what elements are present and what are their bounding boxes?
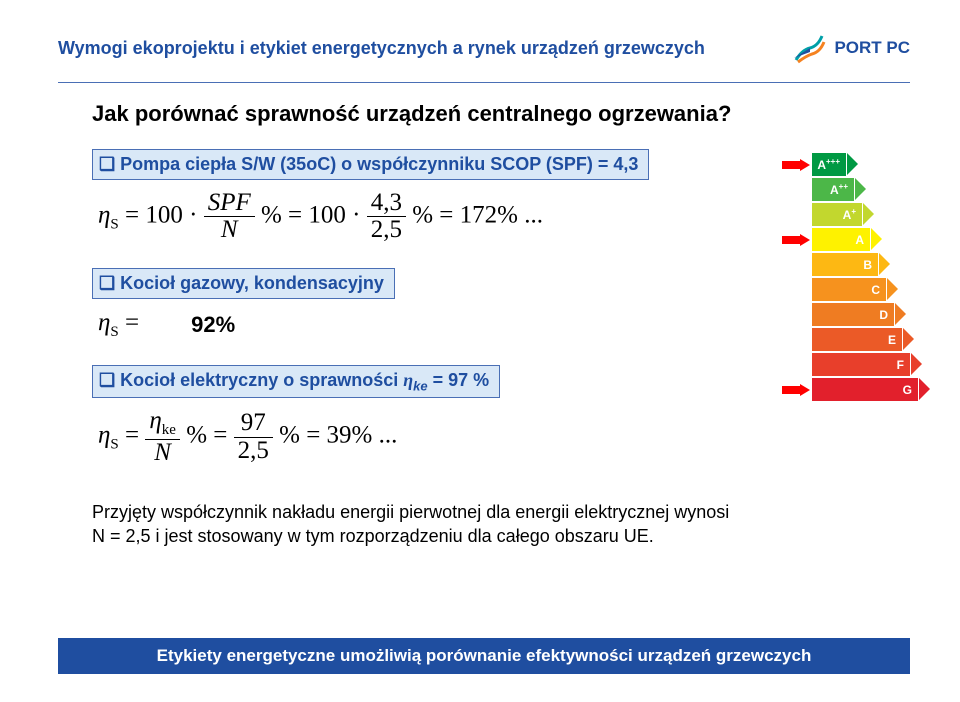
eta-sub: S (110, 216, 118, 232)
left-column: Pompa ciepła S/W (35oC) o współczynniku … (92, 149, 772, 549)
eq-part: = 100 · (125, 201, 197, 228)
energy-bar-row: A (812, 228, 942, 251)
eq2: = (125, 309, 139, 336)
num: 97 (234, 410, 273, 437)
den: 2,5 (234, 438, 273, 464)
pointer-arrow-icon (782, 384, 810, 396)
energy-bar-row: A+++ (812, 153, 942, 176)
pointer-arrow-icon (782, 159, 810, 171)
pct: % = 100 · (261, 201, 361, 228)
logo-icon (792, 28, 828, 68)
note-line-2: N = 2,5 i jest stosowany w tym rozporząd… (92, 524, 772, 548)
result3: % = 39% ... (279, 422, 397, 449)
energy-bar-row: G (812, 378, 942, 401)
main-title: Jak porównać sprawność urządzeń centraln… (92, 101, 910, 127)
frac-2: 4,3 2,5 (367, 190, 406, 244)
energy-bar-label: A (855, 233, 866, 247)
energy-bar-label: E (888, 333, 898, 347)
note-block: Przyjęty współczynnik nakładu energii pi… (92, 500, 772, 549)
den: 2,5 (367, 217, 406, 243)
energy-bar: A (812, 228, 870, 251)
b3-prefix: Kocioł elektryczny o sprawności (120, 370, 403, 390)
den: N (145, 440, 180, 466)
slide-content: Jak porównać sprawność urządzeń centraln… (0, 83, 960, 549)
footer-bar: Etykiety energetyczne umożliwią porównan… (58, 638, 910, 674)
b3-eta: η (403, 370, 413, 390)
bullet-3: Kocioł elektryczny o sprawności ηke = 97… (92, 365, 500, 399)
slide-header: Wymogi ekoprojektu i etykiet energetyczn… (0, 0, 960, 76)
energy-bar-label: D (879, 308, 890, 322)
energy-bar-label: C (871, 283, 882, 297)
eq3: = (125, 422, 139, 449)
b3-sub: ke (413, 378, 427, 393)
energy-bar-row: A+ (812, 203, 942, 226)
eta: η (98, 201, 110, 228)
energy-bar-row: F (812, 353, 942, 376)
logo-text: PORT PC (834, 38, 910, 58)
energy-bar: G (812, 378, 918, 401)
energy-bar: B (812, 253, 878, 276)
energy-bar: C (812, 278, 886, 301)
energy-bar-row: E (812, 328, 942, 351)
formula-1: ηS = 100 · SPF N % = 100 · 4,3 2,5 % = 1… (92, 180, 772, 254)
num: SPF (204, 190, 255, 217)
formula-2-prefix: ηS = (92, 299, 139, 351)
logo: PORT PC (792, 28, 910, 68)
energy-bar-row: C (812, 278, 942, 301)
frac-4: 97 2,5 (234, 410, 273, 464)
eta3-sub: S (110, 437, 118, 453)
frac-3: ηke N (145, 408, 180, 466)
energy-bar-row: A++ (812, 178, 942, 201)
den: N (204, 217, 255, 243)
note-line-1: Przyjęty współczynnik nakładu energii pi… (92, 500, 772, 524)
num: ηke (145, 408, 180, 440)
mid3: % = (186, 422, 227, 449)
energy-bar: A++ (812, 178, 854, 201)
num-sub: ke (162, 422, 176, 438)
energy-bar: A+++ (812, 153, 846, 176)
energy-bar-label: A+ (843, 207, 858, 222)
bullet-2: Kocioł gazowy, kondensacyjny (92, 268, 395, 299)
frac-1: SPF N (204, 190, 255, 244)
energy-bar-row: B (812, 253, 942, 276)
energy-label: A+++ A++ A+ ABCDEFG (812, 153, 942, 401)
main-body: Pompa ciepła S/W (35oC) o współczynniku … (92, 149, 910, 549)
eta3: η (98, 422, 110, 449)
energy-bar-label: B (863, 258, 874, 272)
formula-3: ηS = ηke N % = 97 2,5 % = 39% ... (92, 398, 772, 476)
value-92: 92% (151, 312, 235, 338)
energy-bar: D (812, 303, 894, 326)
header-title: Wymogi ekoprojektu i etykiet energetyczn… (58, 38, 705, 59)
energy-bar-label: A+++ (817, 157, 842, 172)
pointer-arrow-icon (782, 234, 810, 246)
b3-suffix: = 97 % (428, 370, 490, 390)
right-column: A+++ A++ A+ ABCDEFG (812, 149, 942, 549)
energy-bar-label: A++ (830, 182, 850, 197)
energy-bar-label: G (903, 383, 914, 397)
num-eta: η (149, 407, 161, 434)
energy-bar: E (812, 328, 902, 351)
energy-bar-label: F (897, 358, 906, 372)
energy-bar-row: D (812, 303, 942, 326)
eta2-sub: S (110, 324, 118, 340)
energy-bar: F (812, 353, 910, 376)
result: % = 172% ... (412, 201, 543, 228)
num: 4,3 (367, 190, 406, 217)
bullet-1: Pompa ciepła S/W (35oC) o współczynniku … (92, 149, 649, 180)
eta2: η (98, 309, 110, 336)
energy-bar: A+ (812, 203, 862, 226)
